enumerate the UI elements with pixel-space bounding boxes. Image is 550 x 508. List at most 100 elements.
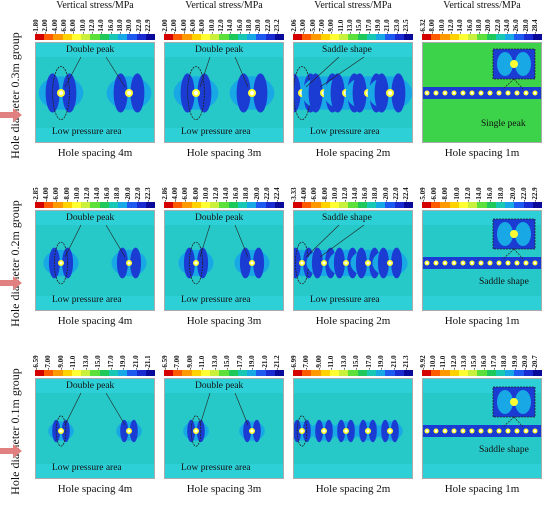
colorbar-ticks: -2.00 -2.00 -4.00 -6.00 -8.00 -10.0 -12.0 -14.0… bbox=[161, 12, 284, 34]
contour-plot: Double peak Low pressure area bbox=[164, 42, 284, 143]
colorbar-tick-label: -10.0 bbox=[437, 19, 446, 34]
colorbar-tick-label: -22.4 bbox=[402, 187, 410, 202]
contour-plot: Double peak Low pressure area bbox=[164, 210, 284, 311]
colorbar-tick-label: -6.00 bbox=[60, 19, 68, 34]
colorbar-tick-label: -2.86 bbox=[161, 187, 169, 202]
group-label-text: Hole diameter 0.2m group bbox=[7, 199, 22, 327]
colorbar-tick-label: -20.0 bbox=[125, 19, 134, 34]
colorbar bbox=[35, 370, 156, 376]
colorbar-ticks: -2.06 -3.00 -5.00 -7.00 -9.00 -11.0 -13.0 -15.0… bbox=[290, 12, 413, 34]
colorbar-ticks: -6.32 -8.00 -10.0 -12.0 -14.0 -16.0 -18.0 -20.0… bbox=[419, 12, 542, 34]
colorbar-tick-label: -11.0 bbox=[69, 355, 78, 370]
colorbar-title: Vertical stress/MPa bbox=[314, 0, 392, 11]
colorbar-tick-label: -16.0 bbox=[465, 19, 474, 34]
colorbar-tick-label: -28.0 bbox=[521, 19, 530, 34]
colorbar bbox=[35, 34, 156, 40]
colorbar-tick-label: -19.0 bbox=[374, 19, 382, 34]
colorbar-tick-label: -22.4 bbox=[273, 187, 281, 202]
colorbar-tick-label: -22.0 bbox=[262, 187, 271, 202]
colorbar-tick-label: -22.0 bbox=[519, 187, 528, 202]
contour-plot: Double peak Low pressure area bbox=[35, 378, 155, 479]
contour-plot: Single peak bbox=[422, 42, 542, 143]
colorbar-tick-label: -4.00 bbox=[179, 19, 188, 34]
colorbar-tick-label: -4.00 bbox=[42, 187, 51, 202]
colorbar bbox=[164, 34, 285, 40]
colorbar-tick-label: -6.00 bbox=[310, 187, 319, 202]
colorbar-tick-label: -9.00 bbox=[185, 355, 194, 370]
group-label: Hole diameter 0.2m group bbox=[0, 200, 30, 327]
colorbar-tick-label: -12.0 bbox=[340, 187, 349, 202]
panel-caption: Hole spacing 3m bbox=[186, 315, 262, 327]
colorbar-tick-label: -2.00 bbox=[161, 19, 169, 34]
colorbar-title bbox=[164, 168, 284, 180]
group-label: Hole diameter 0.1m group bbox=[0, 368, 30, 495]
annotation-label: Low pressure area bbox=[52, 127, 122, 137]
arrow-right-icon bbox=[0, 276, 22, 290]
colorbar-tick-label: -8.00 bbox=[191, 187, 200, 202]
contour-plot: Double peak Low pressure area bbox=[35, 210, 155, 311]
colorbar-tick-label: -21.3 bbox=[402, 355, 410, 370]
annotation-label: Low pressure area bbox=[310, 295, 380, 305]
colorbar-tick-label: -20.0 bbox=[520, 355, 529, 370]
panel-caption: Hole spacing 1m bbox=[444, 315, 520, 327]
colorbar-tick-label: -15.0 bbox=[352, 355, 361, 370]
arrow-right-icon bbox=[0, 108, 22, 122]
colorbar-ticks: -6.99 -7.00 -9.00 -11.0 -13.0 -15.0 -17.0 -19.0… bbox=[290, 348, 413, 370]
annotation-label: Single peak bbox=[481, 119, 526, 129]
panel-caption: Hole spacing 2m bbox=[315, 483, 391, 495]
colorbar-tick-label: -11.0 bbox=[439, 355, 448, 370]
colorbar-tick-label: -20.0 bbox=[254, 19, 263, 34]
colorbar-tick-label: -16.0 bbox=[486, 187, 495, 202]
colorbar-tick-label: -16.0 bbox=[480, 355, 489, 370]
colorbar-title bbox=[422, 336, 542, 348]
colorbar bbox=[293, 370, 414, 376]
colorbar-ticks: -1.80 -2.00 -4.00 -6.00 -8.00 -10.0 -12.0 -14.0… bbox=[32, 12, 155, 34]
figure-grid: Vertical stress/MPa -1.80 -2.00 -4.00 -6.00-… bbox=[32, 0, 550, 508]
annotation-label: Low pressure area bbox=[181, 127, 251, 137]
colorbar-tick-label: -9.00 bbox=[314, 355, 323, 370]
colorbar-tick-label: -13.0 bbox=[339, 355, 348, 370]
colorbar-title bbox=[164, 336, 284, 348]
arrow-right-icon bbox=[0, 444, 22, 458]
colorbar-tick-label: -19.0 bbox=[119, 355, 128, 370]
colorbar bbox=[422, 370, 543, 376]
colorbar-tick-label: -18.0 bbox=[475, 19, 483, 34]
contour-cell: -6.99 -7.00 -9.00 -11.0 -13.0 -15.0 -17.0 -19.0… bbox=[290, 336, 414, 495]
contour-plot: Double peak Low pressure area bbox=[35, 42, 155, 143]
colorbar-tick-label: -9.00 bbox=[327, 19, 336, 34]
annotation-label: Double peak bbox=[195, 45, 244, 55]
colorbar-title bbox=[293, 168, 413, 180]
annotation-label: Saddle shape bbox=[322, 45, 372, 55]
colorbar-tick-label: -21.0 bbox=[260, 355, 269, 370]
colorbar-title bbox=[35, 336, 155, 348]
colorbar-tick-label: -22.0 bbox=[134, 19, 143, 34]
colorbar-tick-label: -10.0 bbox=[330, 187, 339, 202]
annotation-label: Double peak bbox=[195, 213, 244, 223]
colorbar-tick-label: -9.92 bbox=[419, 355, 427, 370]
colorbar-tick-label: -6.00 bbox=[430, 187, 439, 202]
colorbar-tick-label: -19.0 bbox=[248, 355, 257, 370]
colorbar-tick-label: -4.00 bbox=[300, 187, 309, 202]
colorbar-tick-label: -18.0 bbox=[242, 187, 251, 202]
colorbar-tick-label: -26.0 bbox=[512, 19, 521, 34]
colorbar-tick-label: -17.0 bbox=[364, 19, 373, 34]
colorbar-tick-label: -16.0 bbox=[361, 187, 370, 202]
colorbar-tick-label: -17.0 bbox=[490, 355, 499, 370]
annotation-label: Saddle shape bbox=[479, 277, 529, 287]
colorbar-ticks: -9.92 -10.0 -11.0 -12.0 -13.0 -15.0 -16.0 -17.0… bbox=[419, 348, 542, 370]
colorbar-tick-label: -18.0 bbox=[500, 355, 509, 370]
colorbar-tick-label: -9.00 bbox=[56, 355, 65, 370]
colorbar-tick-label: -6.00 bbox=[189, 19, 197, 34]
annotation-label: Low pressure area bbox=[52, 463, 122, 473]
colorbar-tick-label: -18.0 bbox=[371, 187, 380, 202]
annotation-label: Saddle shape bbox=[322, 213, 372, 223]
colorbar-tick-label: -10.0 bbox=[201, 187, 210, 202]
colorbar-tick-label: -11.0 bbox=[327, 355, 336, 370]
colorbar-tick-label: -8.00 bbox=[69, 19, 78, 34]
colorbar-title bbox=[422, 168, 542, 180]
colorbar-title: Vertical stress/MPa bbox=[443, 0, 521, 11]
colorbar-tick-label: -17.0 bbox=[235, 355, 244, 370]
panel-caption: Hole spacing 2m bbox=[315, 315, 391, 327]
contour-plot bbox=[293, 378, 413, 479]
annotation-label: Double peak bbox=[195, 381, 244, 391]
